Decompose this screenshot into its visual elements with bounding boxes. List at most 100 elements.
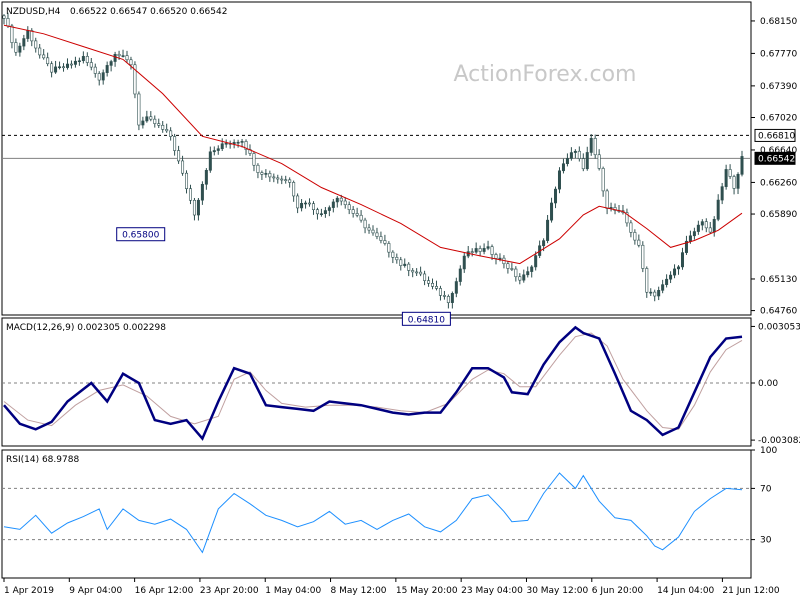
candle-body: [688, 235, 692, 242]
candle-body: [593, 138, 597, 156]
candle-body: [323, 210, 327, 214]
candle-body: [311, 203, 315, 210]
candle-body: [30, 30, 34, 42]
annotation-label: 0.65800: [122, 231, 159, 241]
candle-body: [561, 163, 565, 172]
candle-body: [62, 66, 66, 69]
candle-body: [355, 213, 359, 216]
candle-body: [38, 47, 42, 56]
price-level-label: 0.66542: [758, 154, 795, 164]
candle-body: [363, 219, 367, 229]
candle-body: [105, 65, 109, 73]
rsi-panel-frame: [1, 449, 752, 579]
rsi-label: RSI(14) 68.9788: [6, 455, 79, 465]
candle-body: [161, 124, 165, 130]
candle-body: [641, 244, 645, 269]
candle-body: [208, 151, 212, 171]
time-tick-label: 6 Jun 20:00: [592, 586, 644, 596]
candle-body: [704, 221, 708, 229]
candle-body: [46, 57, 50, 65]
candle-body: [387, 243, 391, 253]
candle-body: [526, 271, 530, 276]
candle-body: [212, 150, 216, 153]
candle-body: [665, 278, 669, 285]
candle-body: [613, 207, 617, 211]
candle-body: [117, 53, 121, 57]
candle-body: [407, 263, 411, 271]
rsi-tick-label: 70: [760, 484, 772, 494]
candle-body: [423, 273, 427, 281]
price-level-box: [754, 151, 796, 165]
candle-body: [700, 221, 704, 226]
candle-body: [367, 227, 371, 231]
time-tick-label: 16 Apr 12:00: [135, 586, 194, 596]
candle-body: [657, 290, 661, 297]
candle-body: [125, 55, 129, 61]
candle-body: [649, 291, 653, 294]
candle-body: [510, 268, 514, 270]
candle-body: [351, 209, 355, 214]
price-level-box: [754, 128, 796, 142]
candle-body: [69, 63, 73, 66]
candle-body: [145, 116, 149, 122]
rsi-tick-label: 100: [760, 446, 777, 456]
candle-body: [121, 55, 125, 57]
candle-body: [260, 172, 264, 175]
candle-body: [419, 271, 423, 275]
candle-body: [375, 232, 379, 237]
candle-body: [454, 281, 458, 294]
candle-body: [165, 129, 169, 132]
candle-body: [137, 93, 141, 126]
candle-body: [81, 56, 85, 62]
candle-body: [446, 296, 450, 303]
candle-body: [680, 252, 684, 268]
candle-body: [673, 268, 677, 276]
time-tick-label: 21 Jun 12:00: [722, 586, 779, 596]
price-tick-label: 0.65130: [760, 275, 797, 285]
candle-body: [347, 204, 351, 210]
candle-body: [34, 40, 38, 49]
annotation-box: [116, 227, 166, 242]
time-tick-label: 14 Jun 04:00: [657, 586, 714, 596]
macd-main-line: [3, 325, 743, 441]
watermark: ActionForex.com: [454, 62, 637, 87]
candle-body: [304, 202, 308, 205]
candle-body: [716, 199, 720, 220]
price-ohlc-label: 0.66522 0.66547 0.66520 0.66542: [70, 7, 227, 17]
candle-body: [490, 246, 494, 255]
candle-body: [450, 293, 454, 303]
candle-body: [18, 45, 22, 53]
candle-body: [577, 150, 581, 159]
candle-body: [601, 168, 605, 192]
candle-body: [327, 207, 331, 211]
candle-body: [181, 160, 185, 174]
rsi-levels: [2, 487, 751, 541]
time-tick-label: 30 May 12:00: [526, 586, 588, 596]
candle-body: [530, 266, 534, 272]
macd-label: MACD(12,26,9) 0.002305 0.002298: [6, 323, 166, 333]
candle-body: [684, 240, 688, 253]
time-tick-label: 8 May 12:00: [331, 586, 387, 596]
candle-body: [534, 255, 538, 268]
candle-body: [58, 66, 62, 69]
candle-body: [296, 195, 300, 209]
candle-body: [625, 212, 629, 224]
price-tick-label: 0.67390: [760, 82, 797, 92]
candle-body: [427, 280, 431, 284]
candle-body: [732, 176, 736, 189]
candle-body: [192, 199, 196, 216]
candle-body: [696, 224, 700, 232]
candle-body: [173, 136, 177, 151]
candle-body: [431, 282, 435, 287]
macd-tick-label: 0.00: [758, 379, 778, 389]
price-tick-label: 0.64760: [760, 307, 797, 317]
candle-body: [438, 288, 442, 296]
time-axis: 1 Apr 2019 9 Apr 04:00 16 Apr 12:00 23 Apr …: [3, 578, 780, 596]
candle-body: [605, 190, 609, 209]
macd-signal-line: [3, 332, 743, 430]
candle-body: [276, 177, 280, 180]
candle-body: [506, 263, 510, 269]
candle-body: [284, 179, 288, 181]
candle-body: [50, 63, 54, 73]
